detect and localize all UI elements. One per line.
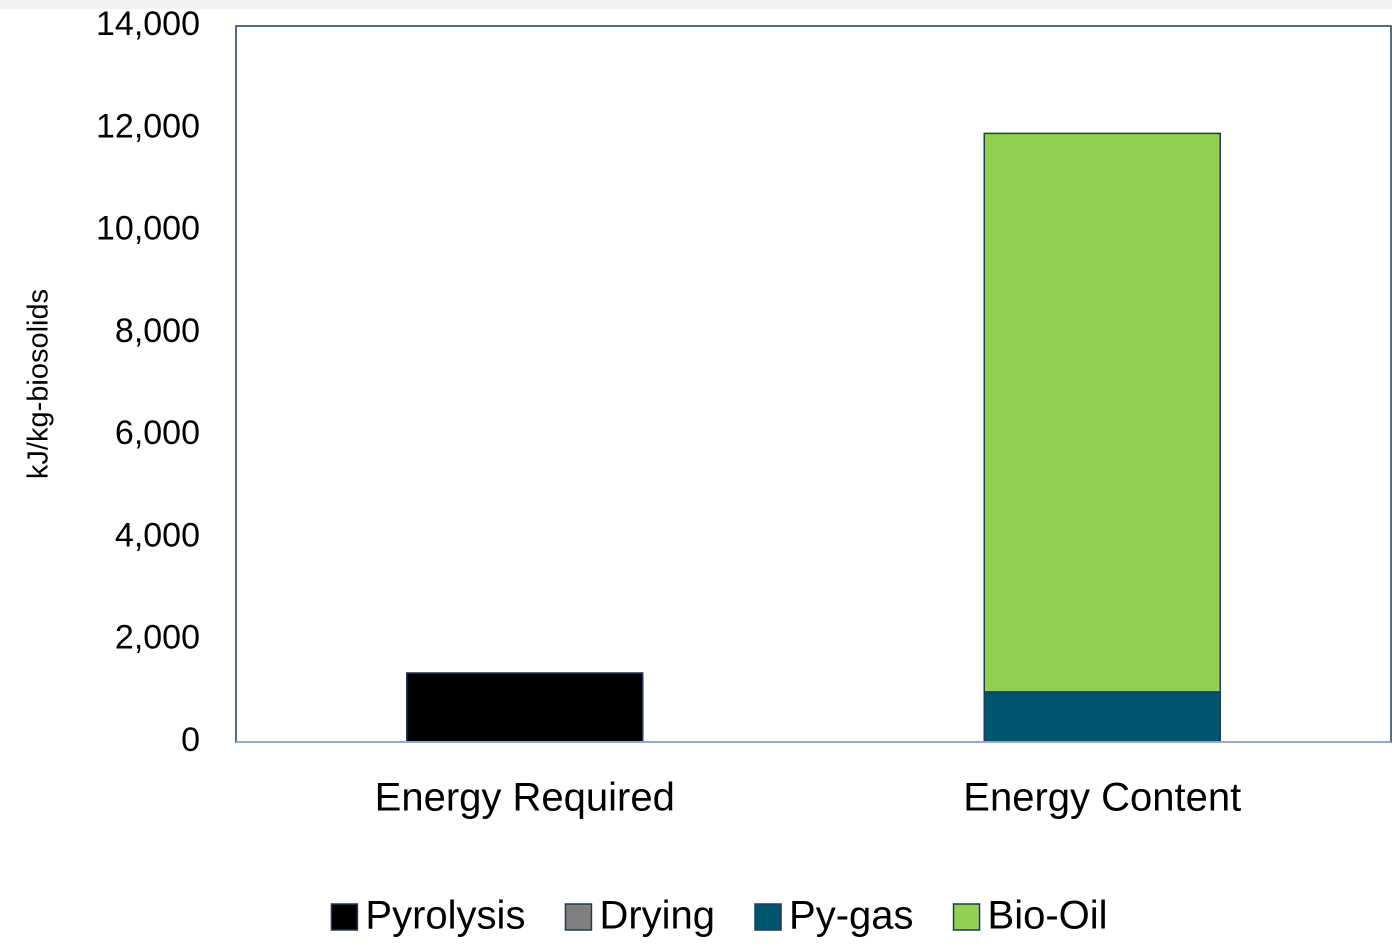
- legend-swatch: [952, 903, 981, 931]
- bar-segment: [406, 672, 644, 743]
- bar-segment: [983, 691, 1221, 743]
- top-strip: [0, 0, 1392, 9]
- bar-segment: [983, 132, 1221, 693]
- y-tick-label: 14,000: [96, 5, 200, 43]
- legend-label: Pyrolysis: [365, 894, 525, 938]
- y-tick-label: 12,000: [96, 107, 200, 145]
- x-tick-label: Energy Required: [375, 776, 675, 820]
- y-tick-label: 0: [181, 721, 200, 759]
- y-tick-label: 10,000: [96, 210, 200, 248]
- y-tick-label: 2,000: [115, 619, 200, 657]
- x-tick-label: Energy Content: [963, 776, 1241, 820]
- y-tick-label: 6,000: [115, 414, 200, 452]
- legend-swatch: [754, 903, 782, 931]
- legend-label: Py-gas: [789, 894, 914, 938]
- y-tick-label: 8,000: [115, 312, 200, 350]
- legend-label: Bio-Oil: [988, 894, 1108, 938]
- legend-label: Drying: [599, 894, 715, 938]
- y-axis-label: kJ/kg-biosolids: [23, 289, 55, 479]
- legend-swatch: [564, 903, 593, 931]
- legend-swatch: [330, 903, 359, 931]
- y-tick-label: 4,000: [115, 516, 200, 554]
